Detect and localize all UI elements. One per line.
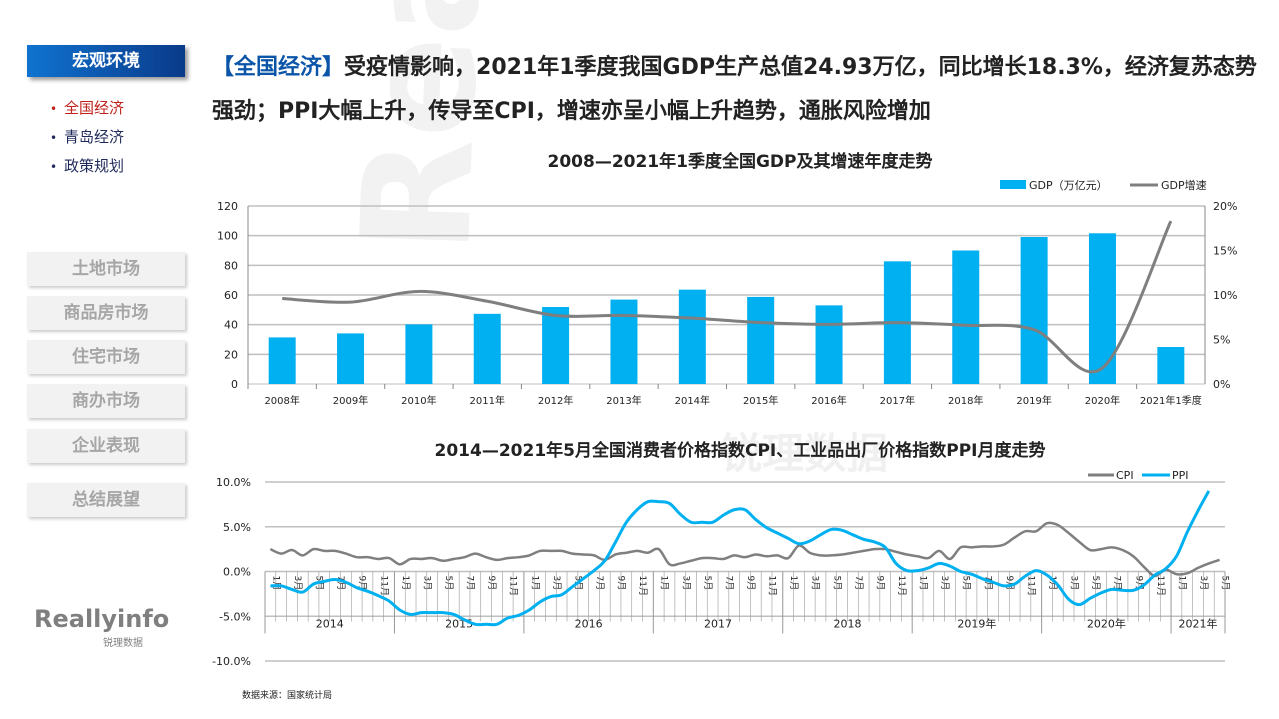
x-tick-label: 2012年 [538, 394, 573, 407]
data-source: 数据来源：国家统计局 [242, 691, 333, 701]
headline-tag: 【全国经济】 [212, 55, 345, 80]
sub-item-label: 政策规划 [64, 157, 125, 175]
legend-cpi-label: CPI [1116, 469, 1134, 482]
headline-text: 受疫情影响，2021年1季度我国GDP生产总值24.93万亿，同比增长18.3%… [212, 55, 1257, 124]
gdp-bar [610, 299, 638, 384]
y-right-tick-label: 5% [1213, 334, 1230, 347]
y-left-tick-label: 40 [224, 319, 238, 332]
y-tick-label: -10.0% [212, 655, 251, 668]
x-year-label: 2014 [316, 618, 344, 631]
nav-summary[interactable]: 总结展望 [27, 483, 185, 517]
legend-growth-label: GDP增速 [1161, 178, 1207, 192]
cpi-ppi-chart-title: 2014—2021年5月全国消费者价格指数CPI、工业品出厂价格指数PPI月度走… [434, 441, 1046, 461]
x-tick-label: 2010年 [401, 394, 436, 407]
watermark-logo-sub: 锐理数据 [720, 429, 889, 478]
x-tick-label: 2018年 [948, 394, 983, 407]
x-year-label: 2020年 [1087, 617, 1126, 631]
bullet-icon: • [50, 160, 58, 174]
bullet-icon: • [50, 102, 58, 116]
y-tick-label: -5.0% [219, 610, 251, 623]
nav-enterprise[interactable]: 企业表现 [27, 429, 185, 463]
x-tick-label: 2016年 [811, 394, 846, 407]
legend-gdp-label: GDP（万亿元） [1029, 179, 1108, 192]
nav-land-market[interactable]: 土地市场 [27, 252, 185, 286]
y-left-tick-label: 0 [231, 378, 238, 391]
gdp-bar [952, 250, 980, 384]
x-year-label: 2016 [575, 618, 603, 631]
sub-item-national-economy[interactable]: • 全国经济 [50, 97, 124, 118]
gdp-bar [473, 313, 501, 384]
gdp-bar [1088, 233, 1116, 384]
x-tick-label: 2020年 [1085, 394, 1120, 407]
gdp-bar [815, 305, 843, 384]
x-tick-label: 2021年1季度 [1140, 394, 1202, 407]
gdp-bar [542, 307, 570, 384]
gdp-bar [747, 296, 775, 384]
x-year-label: 2017 [704, 618, 732, 631]
legend-gdp-swatch [1000, 180, 1026, 189]
reallyinfo-logo: Reallyinfo [34, 605, 170, 633]
section-title-macro[interactable]: 宏观环境 [27, 45, 185, 77]
y-left-tick-label: 80 [224, 259, 238, 272]
headline: 【全国经济】受疫情影响，2021年1季度我国GDP生产总值24.93万亿，同比增… [212, 46, 1262, 134]
x-tick-label: 2008年 [264, 394, 299, 407]
x-tick-label: 2011年 [470, 394, 505, 407]
x-year-label: 2015 [445, 618, 473, 631]
gdp-chart-title: 2008—2021年1季度全国GDP及其增速年度走势 [547, 152, 933, 172]
y-left-tick-label: 60 [224, 289, 238, 302]
y-tick-label: 0.0% [223, 566, 251, 579]
cpi-line [269, 521, 1221, 578]
x-tick-label: 2017年 [880, 394, 915, 407]
y-tick-label: 10.0% [216, 476, 251, 489]
sub-item-label: 全国经济 [64, 99, 125, 117]
reallyinfo-logo-sub: 锐理数据 [103, 638, 143, 649]
x-tick-label: 2015年 [743, 394, 778, 407]
y-right-tick-label: 15% [1213, 245, 1237, 258]
gdp-growth-line [282, 220, 1173, 374]
gdp-bar [678, 289, 706, 384]
y-right-tick-label: 20% [1213, 200, 1237, 213]
gdp-bar [268, 337, 296, 384]
y-left-tick-label: 20 [224, 348, 238, 361]
x-tick-label: 2019年 [1016, 394, 1051, 407]
nav-residential[interactable]: 住宅市场 [27, 340, 185, 374]
y-right-tick-label: 0% [1213, 378, 1230, 391]
nav-commodity-housing[interactable]: 商品房市场 [27, 296, 185, 330]
x-year-label: 2018 [833, 618, 861, 631]
sub-item-qingdao-economy[interactable]: • 青岛经济 [50, 126, 124, 147]
gdp-bar [337, 333, 365, 384]
x-year-label: 2021年 [1179, 617, 1218, 631]
x-tick-label: 2013年 [606, 394, 641, 407]
y-right-tick-label: 10% [1213, 289, 1237, 302]
x-tick-label: 2014年 [675, 394, 710, 407]
gdp-bar [1020, 237, 1048, 384]
gdp-bar [1157, 347, 1185, 384]
x-tick-label: 2009年 [333, 394, 368, 407]
sub-item-label: 青岛经济 [64, 128, 125, 146]
nav-commercial-office[interactable]: 商办市场 [27, 384, 185, 418]
sub-item-policy[interactable]: • 政策规划 [50, 155, 124, 176]
gdp-bar [405, 324, 433, 384]
bullet-icon: • [50, 131, 58, 145]
y-left-tick-label: 120 [217, 200, 238, 213]
x-year-label: 2019年 [957, 617, 996, 631]
ppi-line [270, 490, 1211, 627]
y-tick-label: 5.0% [223, 521, 251, 534]
y-left-tick-label: 100 [217, 230, 238, 243]
legend-ppi-label: PPI [1172, 469, 1189, 482]
